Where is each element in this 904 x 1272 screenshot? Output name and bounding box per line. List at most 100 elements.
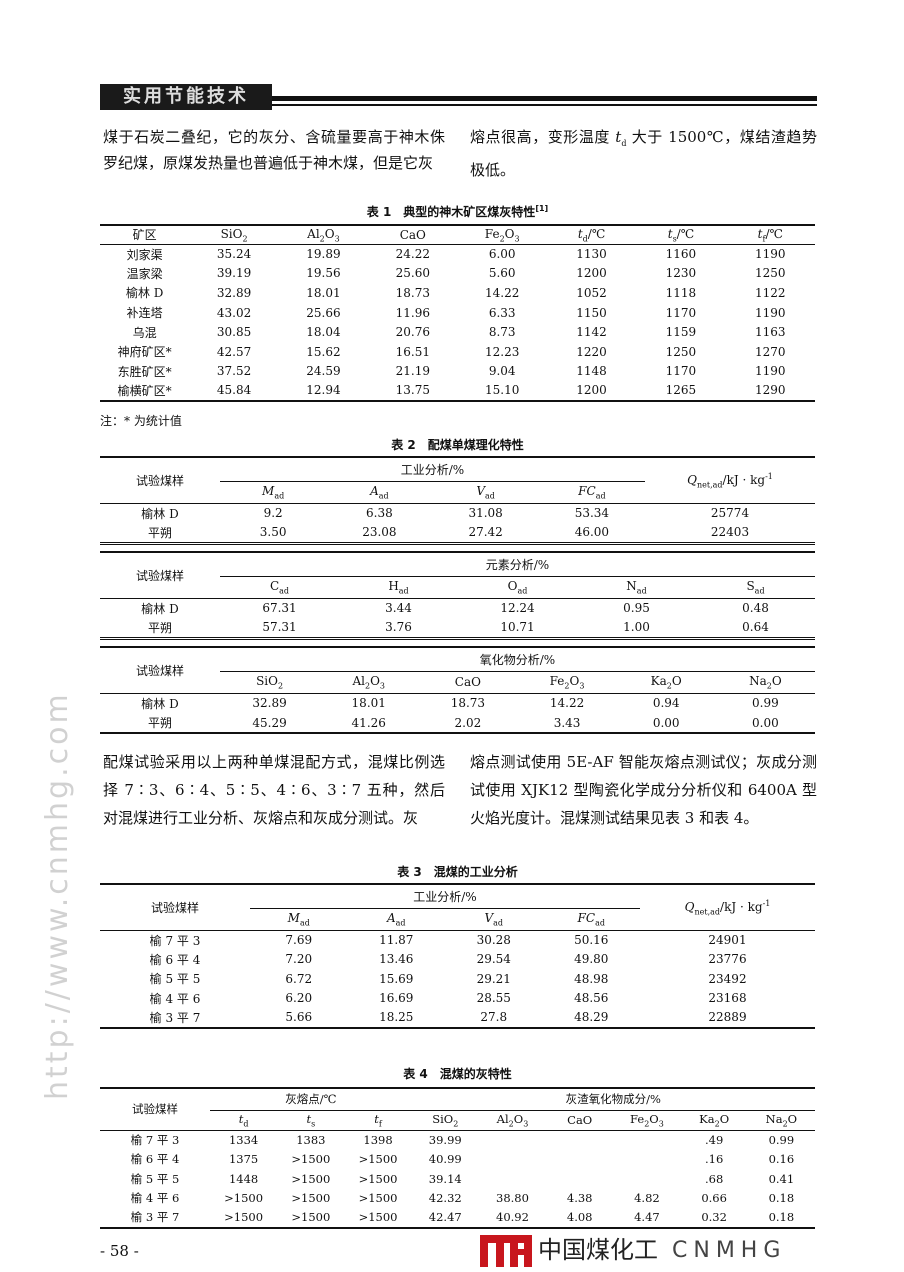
group-header: 灰熔点/℃ [210, 1088, 412, 1111]
sample-header: 试验煤样 [100, 884, 250, 931]
column-header: SiO2 [411, 1110, 479, 1131]
table-cell: >1500 [358, 1210, 398, 1225]
table-row: 榆 4 平 6 >1500 >1500 >1500 42.32 38.80 4.38 4.82… [100, 1189, 815, 1209]
table-cell: 18.01 [351, 696, 386, 711]
table-cell: 6.72 [285, 971, 313, 986]
row-label: 乌混 [132, 325, 157, 340]
table-cell: 23.08 [362, 525, 397, 540]
table-cell: 1250 [665, 344, 697, 359]
table-cell: 1163 [755, 325, 786, 340]
column-header: Qnet,ad/kJ · kg-1 [645, 457, 815, 504]
caption-text: 表 1 典型的神木矿区煤灰特性 [366, 205, 536, 219]
table1-caption: 表 1 典型的神木矿区煤灰特性[1] [100, 203, 815, 220]
table-cell: >1500 [291, 1191, 331, 1206]
table-cell: 39.99 [428, 1133, 462, 1147]
table-cell: 11.87 [379, 933, 414, 947]
table-cell: 22403 [710, 525, 750, 540]
row-label: 榆 3 平 7 [149, 1010, 201, 1025]
table-cell: 6.00 [488, 247, 516, 262]
table-cell: 1190 [755, 305, 786, 320]
table-cell: 43.02 [216, 305, 252, 320]
column-header: ts/℃ [636, 225, 726, 245]
table-cell: 23492 [708, 971, 747, 986]
header-row: Mad Aad Vad FCad [100, 481, 815, 504]
column-header: CaO [418, 671, 518, 694]
table-cell: 18.73 [450, 696, 486, 711]
sample-header: 试验煤样 [100, 1088, 210, 1131]
table-cell: 1130 [576, 247, 607, 262]
table-row: 榆 4 平 6 6.20 16.69 28.55 48.56 23168 [100, 989, 815, 1009]
column-header: SiO2 [189, 225, 279, 245]
column-header: tf [344, 1110, 412, 1131]
table-cell: 1250 [755, 266, 786, 281]
table-cell: 0.16 [768, 1152, 795, 1167]
column-header: Fe2O3 [517, 671, 617, 694]
table-cell: 0.18 [768, 1210, 795, 1225]
table-cell: 0.94 [652, 696, 680, 711]
table-cell [479, 1150, 546, 1170]
table-cell: 8.73 [488, 325, 516, 340]
table-cell: 1375 [228, 1152, 259, 1167]
table-cell: 7.69 [285, 933, 313, 947]
column-header: Cad [220, 576, 339, 599]
table2-caption: 表 2 配煤单煤理化特性 [391, 438, 524, 452]
table-cell: 45.29 [252, 715, 287, 730]
table-cell: 24.59 [306, 364, 341, 379]
column-header: tf/℃ [725, 225, 815, 245]
column-header: FCad [542, 908, 640, 931]
table-cell: 1122 [755, 285, 786, 300]
table-cell: 15.62 [306, 344, 341, 359]
group-header: 元素分析/% [220, 552, 815, 577]
table-cell: 0.00 [752, 715, 779, 730]
row-label: 榆 6 平 4 [130, 1152, 180, 1167]
table-cell: 18.01 [306, 285, 341, 300]
header-row: Mad Aad Vad FCad [100, 908, 815, 931]
table-cell: 21.19 [395, 364, 430, 379]
table4-caption: 表 4 混煤的灰特性 [403, 1067, 512, 1081]
table-cell: .68 [704, 1171, 724, 1186]
table-cell: 9.04 [488, 364, 516, 379]
column-header: td/℃ [546, 225, 637, 245]
column-header: Fe2O3 [457, 225, 547, 245]
table-cell: 1190 [755, 364, 786, 379]
table-cell: 12.24 [500, 601, 535, 616]
table-cell: 25774 [710, 506, 750, 521]
table-cell: 5.60 [488, 266, 516, 281]
table-cell: 7.20 [285, 952, 313, 967]
table-cell: >1500 [224, 1210, 264, 1225]
table-cell: 12.23 [485, 344, 520, 359]
table-cell [613, 1130, 680, 1150]
table-cell: 42.32 [428, 1191, 462, 1206]
column-header: Mad [220, 481, 327, 504]
table-cell: 0.18 [768, 1191, 795, 1206]
table-cell: 0.95 [623, 601, 650, 616]
table-cell: 27.42 [468, 525, 503, 540]
table-1: 矿区 SiO2 Al2O3 CaO Fe2O3 td/℃ ts/℃ tf/℃ 刘家渠 35.24 1… [100, 224, 815, 402]
table-row: 榆 5 平 5 6.72 15.69 29.21 48.98 23492 [100, 969, 815, 989]
table-cell [546, 1150, 613, 1170]
table-cell: 25.66 [306, 305, 341, 320]
table-cell: 1142 [576, 325, 607, 340]
table-cell: 10.71 [500, 620, 535, 635]
header-rule [272, 96, 817, 101]
row-label: 榆林 D [125, 286, 164, 301]
row-label: 平朔 [147, 716, 172, 730]
table-cell: >1500 [224, 1191, 264, 1206]
table-cell: 1160 [665, 247, 697, 262]
table-cell: 49.80 [574, 952, 609, 967]
table-cell: 0.48 [742, 601, 769, 616]
table-cell: >1500 [358, 1191, 398, 1206]
table-cell: 16.69 [379, 991, 414, 1006]
table-row: 东胜矿区* 37.52 24.59 21.19 9.04 1148 1170 1190 [100, 362, 815, 382]
table-cell: 24901 [708, 933, 747, 947]
table3-caption: 表 3 混煤的工业分析 [397, 865, 518, 879]
table-cell: 0.64 [742, 620, 769, 635]
table-cell: 0.00 [652, 715, 680, 730]
table-cell: 23776 [708, 952, 747, 967]
table-row: 榆 3 平 7 >1500 >1500 >1500 42.47 40.92 4.08 4.47… [100, 1208, 815, 1228]
table-cell: 23168 [708, 991, 747, 1006]
table-cell: 50.16 [574, 933, 609, 947]
row-label: 榆 6 平 4 [149, 952, 201, 967]
table-cell: 1200 [576, 383, 607, 398]
table-cell: 1398 [363, 1133, 393, 1147]
